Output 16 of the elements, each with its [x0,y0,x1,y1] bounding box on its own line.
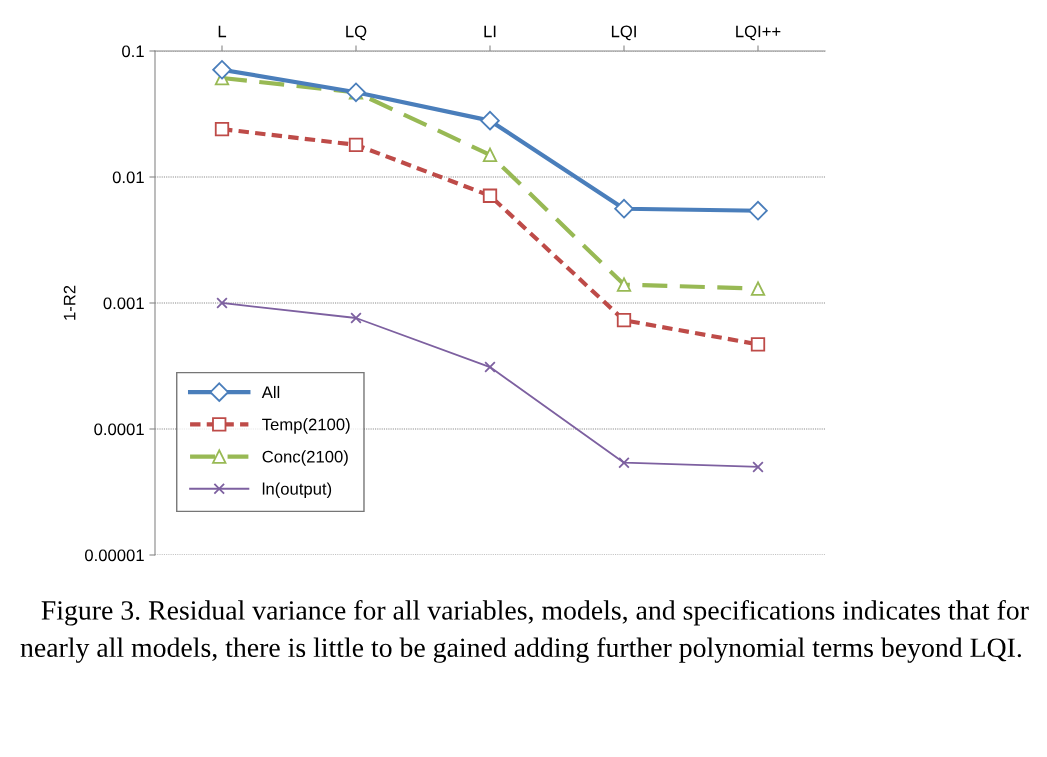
legend-label: All [261,385,280,398]
x-tick-label: L [218,25,227,38]
y-tick-label: 0.1 [122,45,144,58]
x-tick-label: LQI [611,25,636,41]
y-axis-title: 1-R2 [63,285,76,320]
x-tick-label: LQ [346,25,367,41]
x-tick-label: LI [484,25,496,38]
y-tick-label: 0.00001 [84,549,144,562]
y-tick-label: 0.001 [103,297,144,310]
y-tick-label: 0.01 [112,171,144,184]
caption: Figure 3. Residual variance for all variables, models, and specifications indicates that for nearly all models, there is little to be gained adding further polynomial terms beyond LQI. [20,600,1029,663]
legend-label: Temp(2100) [262,418,350,434]
y-tick-label: 0.0001 [94,423,144,436]
legend-label: Conc(2100) [262,450,348,466]
x-tick-label: LQI++ [736,25,781,41]
legend-label: ln(output) [262,482,332,499]
